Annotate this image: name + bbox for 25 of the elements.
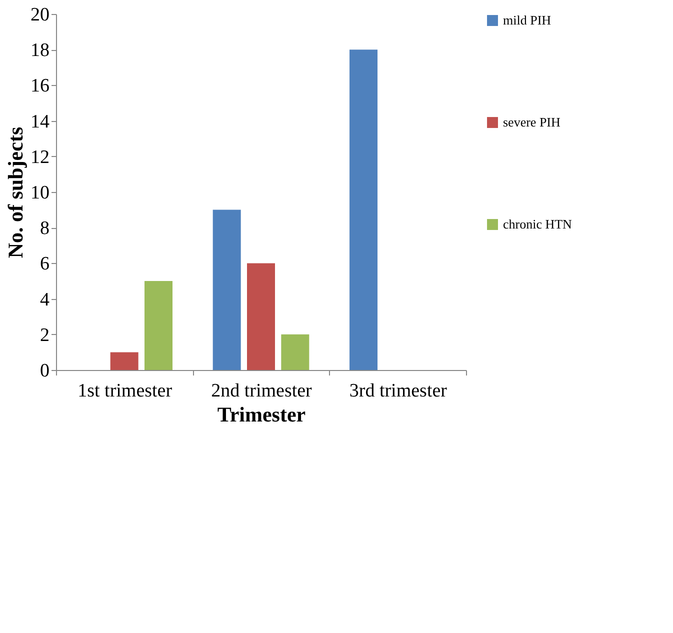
y-tick-label: 2: [40, 324, 50, 346]
legend-label: chronic HTN: [503, 216, 573, 232]
bar: [350, 50, 378, 370]
y-tick-label: 12: [30, 146, 50, 168]
y-tick-label: 18: [30, 40, 50, 62]
y-tick-label: 20: [30, 4, 50, 26]
y-tick-label: 8: [40, 218, 50, 240]
y-axis-title: No. of subjects: [4, 126, 28, 258]
y-tick-label: 4: [40, 289, 50, 310]
y-tick-label: 14: [30, 111, 50, 132]
legend-label: mild PIH: [503, 12, 552, 28]
legend-label: severe PIH: [503, 114, 560, 130]
x-axis-title: Trimester: [217, 402, 306, 426]
bar: [247, 263, 275, 370]
x-tick-label: 1st trimester: [78, 380, 173, 402]
y-tick-label: 0: [40, 360, 50, 382]
bar: [281, 334, 310, 370]
x-tick-label: 2nd trimester: [211, 380, 313, 402]
bar: [144, 281, 172, 370]
y-tick-label: 16: [30, 76, 50, 97]
bar: [110, 352, 138, 370]
y-tick-label: 6: [40, 254, 50, 275]
y-tick-label: 10: [30, 182, 50, 204]
bar: [212, 210, 241, 370]
x-tick-label: 3rd trimester: [349, 380, 448, 402]
